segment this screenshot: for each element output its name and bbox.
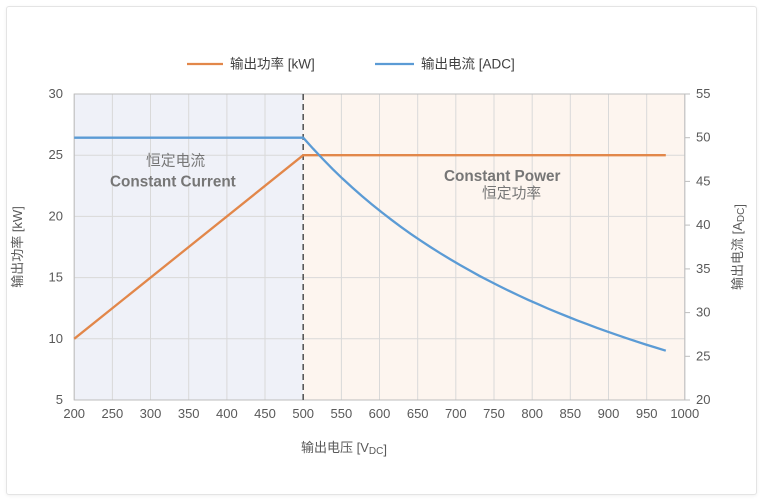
svg-text:40: 40 bbox=[696, 217, 710, 232]
svg-text:750: 750 bbox=[483, 406, 505, 421]
svg-text:800: 800 bbox=[521, 406, 543, 421]
svg-text:45: 45 bbox=[696, 173, 710, 188]
svg-text:Constant Current: Constant Current bbox=[110, 174, 236, 191]
svg-text:900: 900 bbox=[598, 406, 620, 421]
svg-text:200: 200 bbox=[63, 406, 85, 421]
svg-text:650: 650 bbox=[407, 406, 429, 421]
svg-text:Constant Power: Constant Power bbox=[444, 168, 560, 185]
svg-text:35: 35 bbox=[696, 261, 710, 276]
svg-text:350: 350 bbox=[178, 406, 200, 421]
svg-text:输出功率 [kW]: 输出功率 [kW] bbox=[10, 206, 25, 288]
svg-text:30: 30 bbox=[696, 305, 710, 320]
svg-text:15: 15 bbox=[49, 270, 63, 285]
svg-text:输出功率 [kW]: 输出功率 [kW] bbox=[230, 56, 315, 72]
svg-text:550: 550 bbox=[331, 406, 353, 421]
svg-text:850: 850 bbox=[559, 406, 581, 421]
svg-text:700: 700 bbox=[445, 406, 467, 421]
svg-text:600: 600 bbox=[369, 406, 391, 421]
svg-text:500: 500 bbox=[292, 406, 314, 421]
svg-text:450: 450 bbox=[254, 406, 276, 421]
svg-text:5: 5 bbox=[56, 392, 63, 407]
svg-text:恒定电流: 恒定电流 bbox=[146, 153, 205, 170]
svg-text:恒定功率: 恒定功率 bbox=[482, 185, 541, 202]
svg-text:25: 25 bbox=[696, 348, 710, 363]
svg-text:输出电流 [ADC]: 输出电流 [ADC] bbox=[730, 204, 747, 290]
svg-text:300: 300 bbox=[140, 406, 162, 421]
svg-text:250: 250 bbox=[102, 406, 124, 421]
svg-text:1000: 1000 bbox=[670, 406, 699, 421]
svg-text:输出电流 [ADC]: 输出电流 [ADC] bbox=[421, 57, 515, 72]
svg-text:输出电压 [VDC]: 输出电压 [VDC] bbox=[301, 440, 387, 457]
svg-text:50: 50 bbox=[696, 130, 710, 145]
svg-text:25: 25 bbox=[49, 147, 63, 162]
svg-text:30: 30 bbox=[49, 86, 63, 101]
svg-text:10: 10 bbox=[49, 331, 63, 346]
svg-text:20: 20 bbox=[696, 392, 710, 407]
svg-text:950: 950 bbox=[636, 406, 658, 421]
svg-text:400: 400 bbox=[216, 406, 238, 421]
svg-text:55: 55 bbox=[696, 86, 710, 101]
svg-text:20: 20 bbox=[49, 208, 63, 223]
